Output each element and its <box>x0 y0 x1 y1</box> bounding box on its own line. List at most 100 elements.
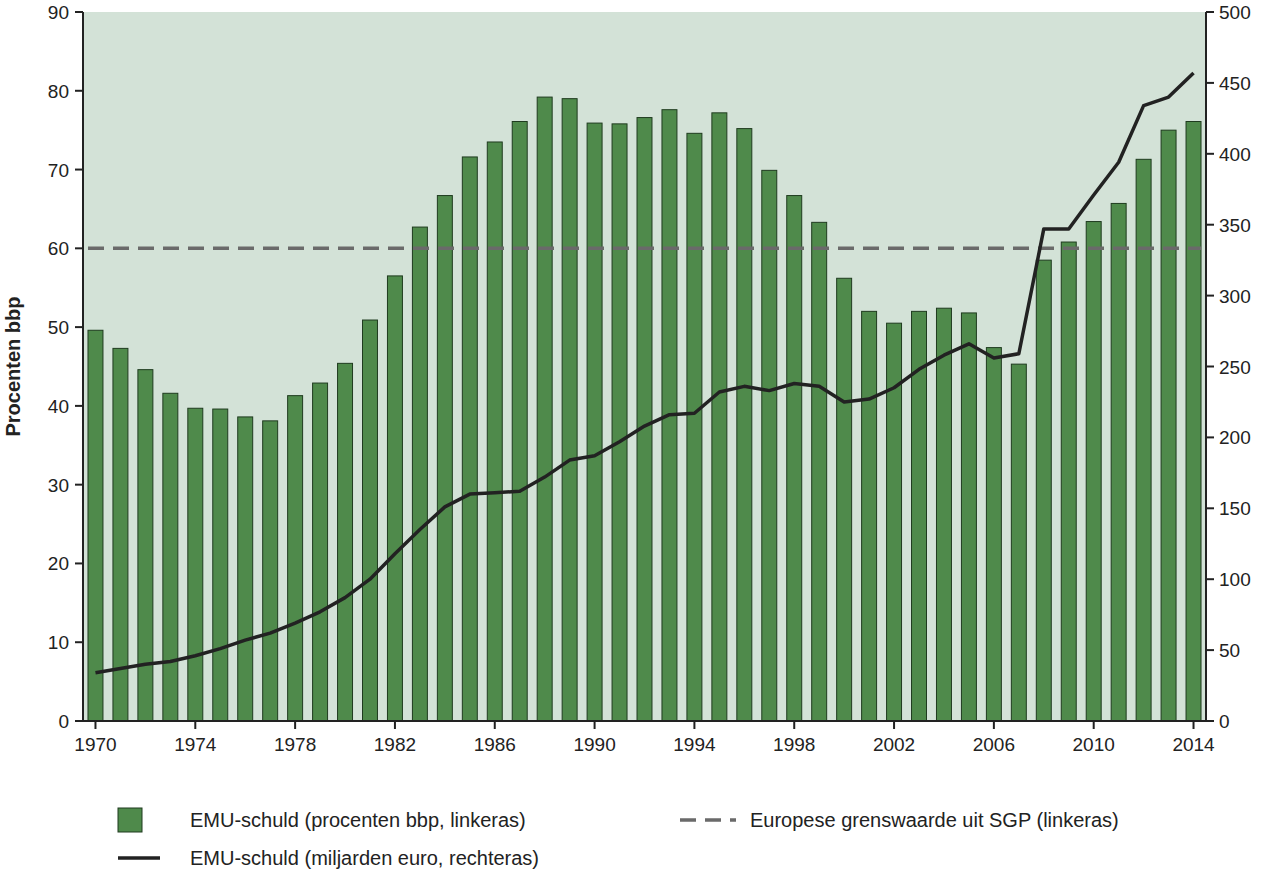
y2-tick-label: 400 <box>1219 144 1251 165</box>
y-tick-label: 60 <box>48 238 69 259</box>
bar <box>986 348 1001 721</box>
x-tick-label: 1970 <box>74 734 116 755</box>
x-tick <box>194 721 196 729</box>
bar <box>188 408 203 721</box>
x-tick <box>594 721 596 729</box>
y2-tick-label: 250 <box>1219 357 1251 378</box>
bar <box>88 330 103 721</box>
bar <box>961 313 976 721</box>
axes <box>83 12 1206 721</box>
bar <box>1061 242 1076 721</box>
x-tick-label: 1986 <box>474 734 516 755</box>
bar <box>437 196 452 721</box>
bar <box>787 196 802 721</box>
bar <box>412 227 427 721</box>
bar <box>487 142 502 721</box>
legend-label: EMU-schuld (miljarden euro, rechteras) <box>190 847 539 869</box>
y-tick-label: 80 <box>48 81 69 102</box>
bar <box>762 170 777 721</box>
x-tick <box>893 721 895 729</box>
x-tick-label: 2010 <box>1073 734 1115 755</box>
bar <box>213 409 228 721</box>
x-tick <box>693 721 695 729</box>
bar <box>512 122 527 721</box>
bar <box>462 157 477 721</box>
chart: 0102030405060708090050100150200250300350… <box>0 0 1270 875</box>
bar <box>587 123 602 721</box>
x-tick-label: 2006 <box>973 734 1015 755</box>
x-tick-label: 1994 <box>673 734 716 755</box>
bar <box>338 363 353 721</box>
x-tick <box>94 721 96 729</box>
bar <box>612 124 627 721</box>
y-tick-label: 30 <box>48 475 69 496</box>
x-tick <box>294 721 296 729</box>
line <box>95 73 1193 673</box>
marks <box>88 73 1201 721</box>
bar <box>288 396 303 721</box>
y2-tick <box>1206 153 1214 155</box>
y-tick <box>75 90 83 92</box>
y2-tick-label: 100 <box>1219 569 1251 590</box>
x-tick-label: 1974 <box>174 734 217 755</box>
y2-tick-label: 500 <box>1219 2 1251 23</box>
bar <box>363 320 378 721</box>
y2-tick-label: 450 <box>1219 73 1251 94</box>
x-tick <box>1093 721 1095 729</box>
x-tick-label: 1982 <box>374 734 416 755</box>
x-tick <box>394 721 396 729</box>
bar <box>637 118 652 721</box>
bar <box>862 311 877 721</box>
bar <box>812 222 827 721</box>
y2-tick <box>1206 720 1214 722</box>
y2-tick <box>1206 224 1214 226</box>
y2-tick-label: 0 <box>1219 711 1230 732</box>
bar <box>138 370 153 721</box>
y-tick <box>75 720 83 722</box>
bar <box>313 383 328 721</box>
bar <box>537 97 552 721</box>
y2-tick-label: 300 <box>1219 286 1251 307</box>
bar <box>387 276 402 721</box>
y-tick <box>75 405 83 407</box>
x-tick <box>793 721 795 729</box>
y-tick-label: 10 <box>48 632 69 653</box>
y2-tick-label: 150 <box>1219 498 1251 519</box>
legend-label: EMU-schuld (procenten bbp, linkeras) <box>190 809 526 831</box>
legend-swatch <box>118 808 142 832</box>
x-tick-label: 1978 <box>274 734 316 755</box>
bar <box>238 417 253 721</box>
y-tick-label: 20 <box>48 553 69 574</box>
bar <box>263 421 278 721</box>
bar <box>1111 203 1126 721</box>
y2-tick-label: 50 <box>1219 640 1240 661</box>
y2-tick <box>1206 578 1214 580</box>
y-tick-label: 0 <box>58 711 69 732</box>
bar <box>113 348 128 721</box>
bar <box>687 133 702 721</box>
y2-tick-label: 350 <box>1219 215 1251 236</box>
bar <box>163 393 178 721</box>
plot-background <box>83 12 1206 721</box>
bar <box>1186 122 1201 721</box>
y2-tick-label: 200 <box>1219 427 1251 448</box>
y-tick <box>75 247 83 249</box>
y2-tick <box>1206 295 1214 297</box>
y2-tick <box>1206 366 1214 368</box>
y2-tick <box>1206 649 1214 651</box>
legend-label: Europese grenswaarde uit SGP (linkeras) <box>750 809 1119 831</box>
y-tick-label: 90 <box>48 2 69 23</box>
x-tick-label: 1998 <box>773 734 815 755</box>
y-axis <box>82 12 84 721</box>
y-tick <box>75 484 83 486</box>
bar <box>837 278 852 721</box>
legend-swatch <box>680 818 736 822</box>
y-tick <box>75 562 83 564</box>
x-tick <box>993 721 995 729</box>
y2-tick <box>1206 436 1214 438</box>
x-tick-label: 2002 <box>873 734 915 755</box>
y2-tick <box>1206 507 1214 509</box>
y-tick <box>75 326 83 328</box>
x-axis <box>83 720 1206 722</box>
y2-tick <box>1206 11 1214 13</box>
